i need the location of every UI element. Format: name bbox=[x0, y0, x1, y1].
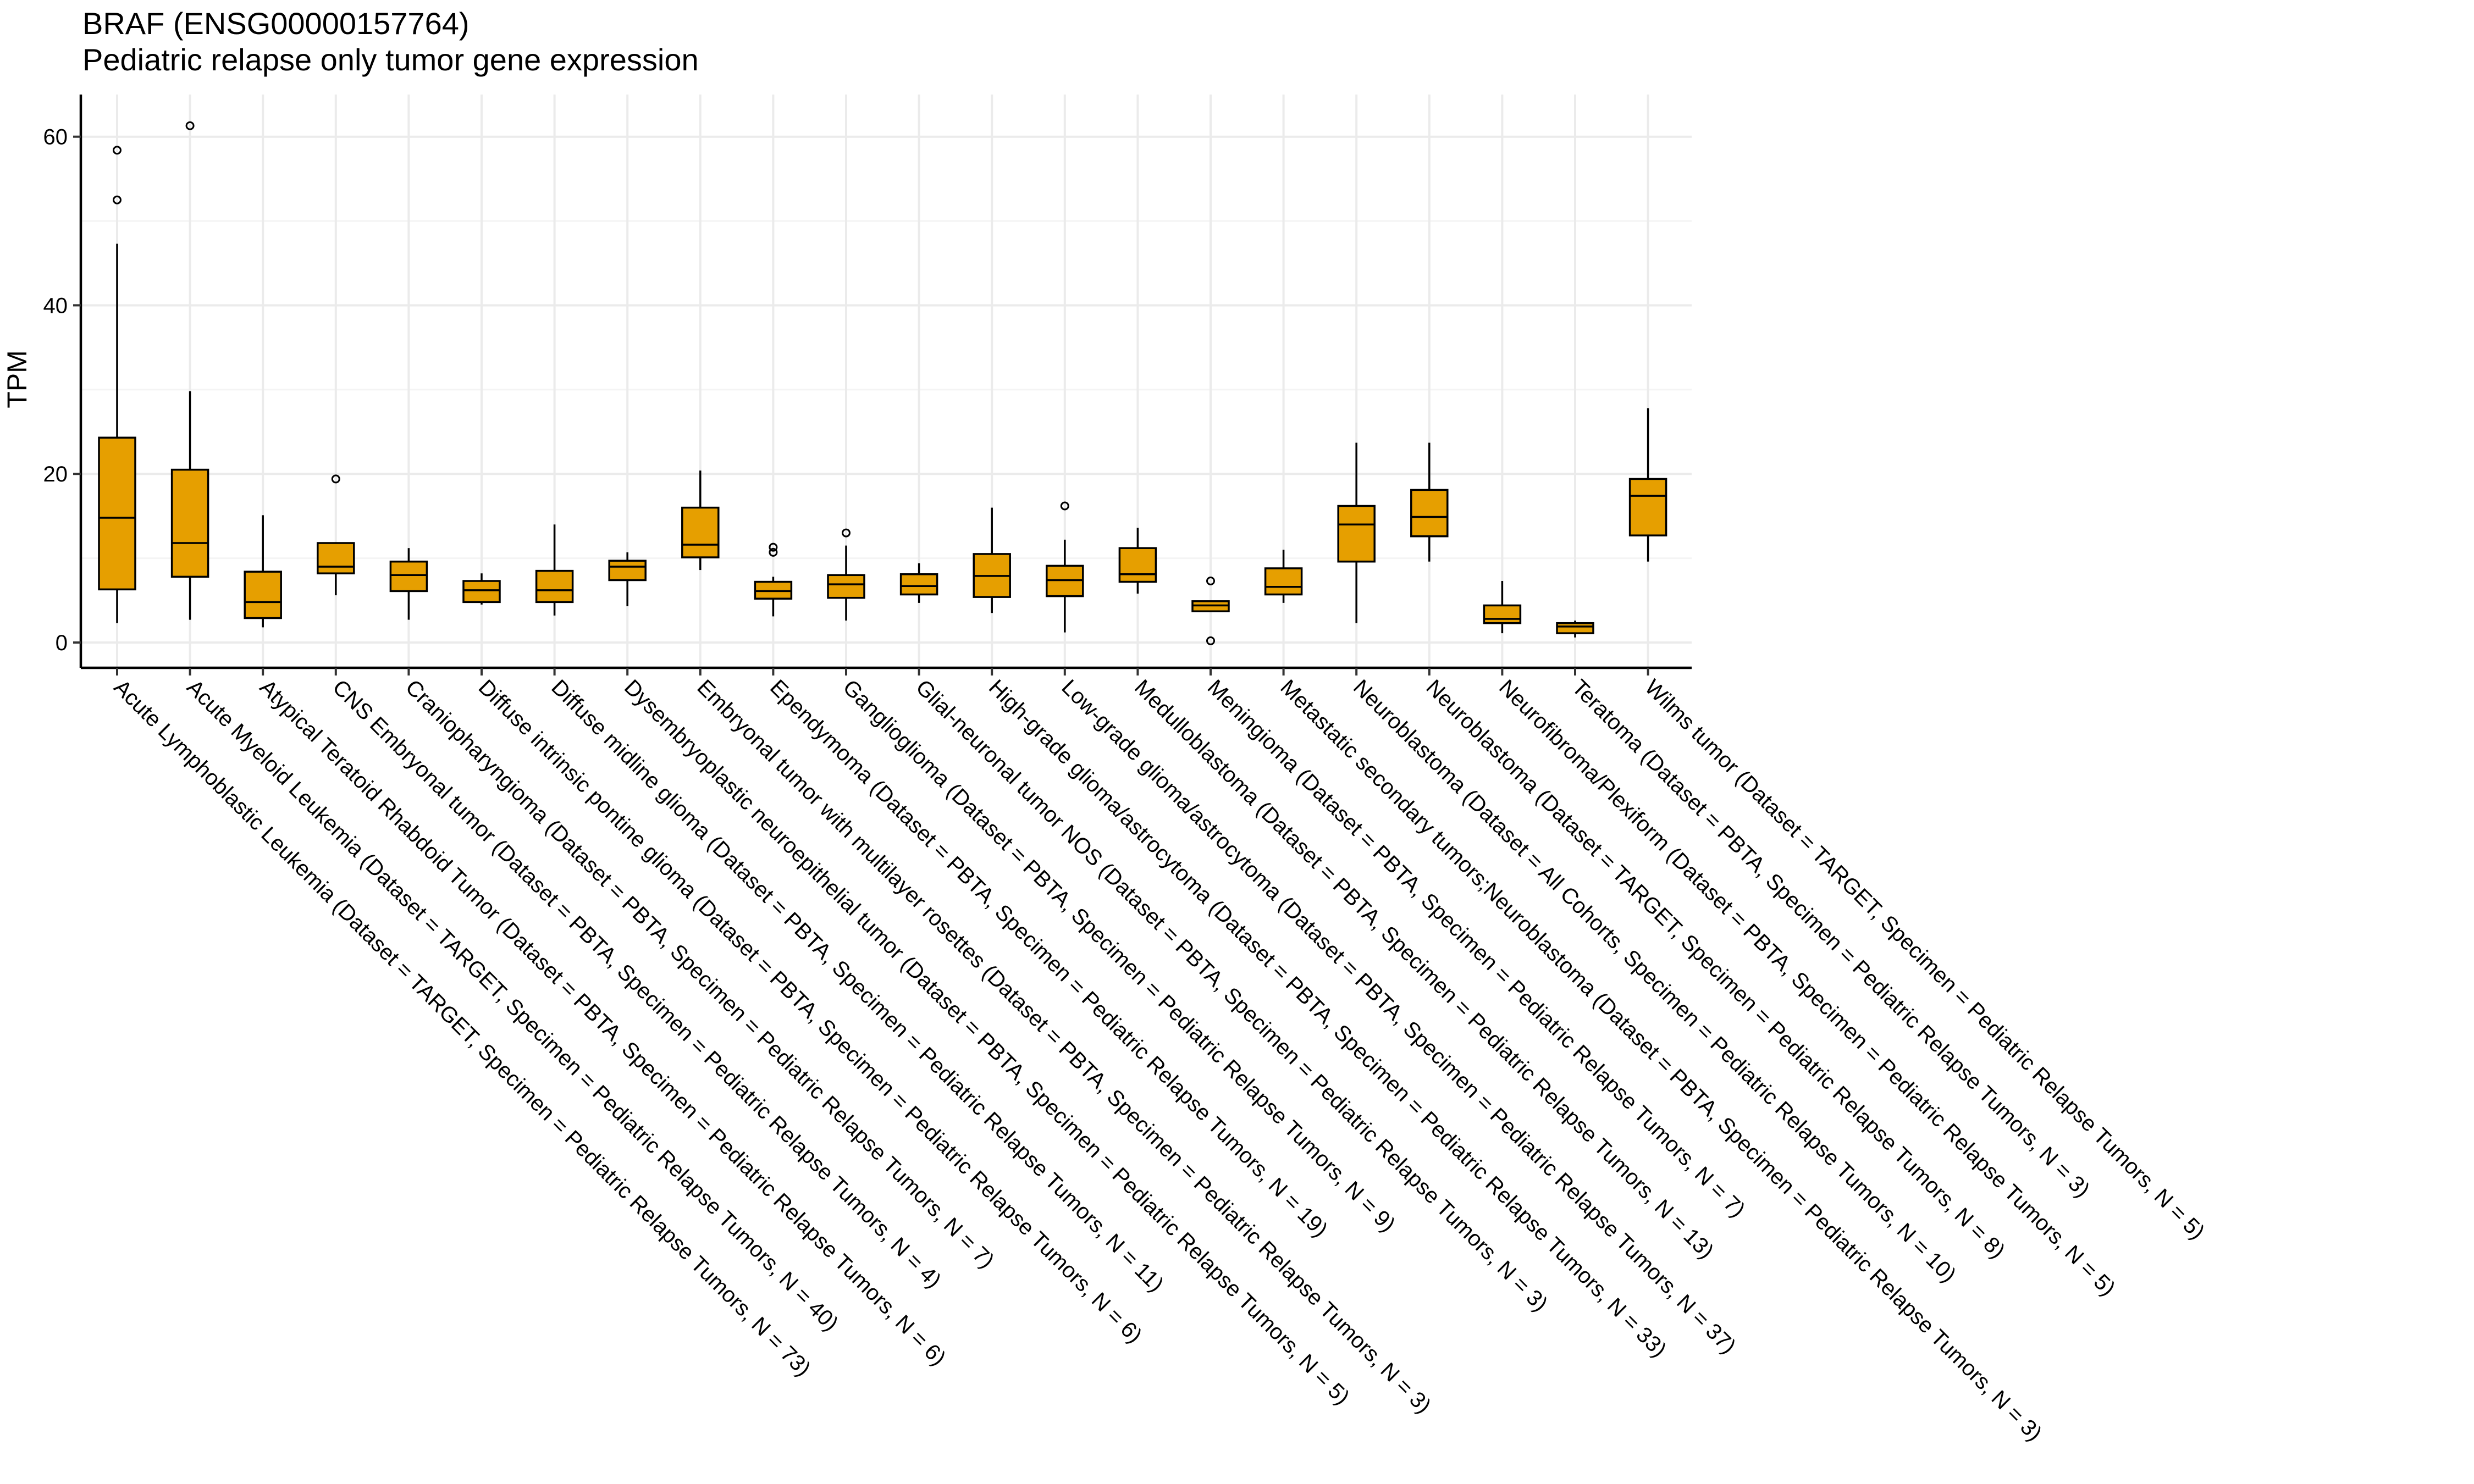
box-iqr bbox=[1118, 547, 1157, 583]
box-group bbox=[389, 548, 428, 620]
box-iqr bbox=[462, 580, 501, 603]
box-iqr bbox=[1264, 567, 1303, 596]
y-tick-label: 0 bbox=[56, 631, 68, 655]
outlier-point bbox=[769, 542, 778, 552]
box-iqr bbox=[608, 560, 647, 582]
chart-subtitle: Pediatric relapse only tumor gene expres… bbox=[82, 42, 699, 77]
box-iqr bbox=[827, 574, 865, 599]
grid-layer bbox=[81, 95, 1692, 668]
box-iqr bbox=[244, 571, 282, 619]
box-group bbox=[754, 542, 793, 617]
outlier-point bbox=[842, 528, 851, 538]
x-tick-label: Wilms tumor (Dataset = TARGET, Specimen … bbox=[1640, 675, 2209, 1244]
x-tick-label: Low-grade glioma/astrocytoma (Dataset = … bbox=[1057, 675, 1740, 1358]
x-tick-label: Metastatic secondary tumors;Neuroblastom… bbox=[1275, 675, 2046, 1446]
y-tick-label: 20 bbox=[43, 462, 68, 486]
box-group bbox=[899, 563, 938, 603]
outlier-point bbox=[113, 146, 122, 155]
box-group bbox=[1191, 577, 1230, 645]
y-axis-label: TPM bbox=[2, 350, 32, 408]
box-iqr bbox=[899, 573, 938, 596]
box-iqr bbox=[1628, 478, 1667, 536]
outlier-point bbox=[1060, 501, 1069, 511]
box-group bbox=[1337, 442, 1376, 623]
box-group bbox=[535, 524, 574, 616]
outlier-point bbox=[331, 474, 340, 484]
box-iqr bbox=[389, 560, 428, 593]
x-tick-label: Atypical Teratoid Rhabdoid Tumor (Datase… bbox=[255, 675, 951, 1370]
box-group bbox=[244, 515, 282, 628]
box-iqr bbox=[317, 542, 355, 574]
box-group bbox=[1410, 442, 1449, 562]
box-group bbox=[462, 573, 501, 605]
chart-title: BRAF (ENSG00000157764) bbox=[82, 6, 470, 41]
box-group bbox=[170, 121, 209, 620]
x-tick-label: Meningioma (Dataset = PBTA, Specimen = P… bbox=[1203, 675, 1750, 1222]
box-group bbox=[681, 470, 720, 571]
box-iqr bbox=[170, 468, 209, 578]
box-iqr bbox=[681, 506, 720, 558]
box-group bbox=[1264, 550, 1303, 603]
box-group bbox=[1628, 408, 1667, 562]
outlier-point bbox=[1206, 636, 1215, 645]
outlier-point bbox=[113, 195, 122, 204]
box-iqr bbox=[1483, 604, 1522, 624]
outlier-point bbox=[185, 121, 195, 130]
x-tick-label: Ganglioglioma (Dataset = PBTA, Specimen … bbox=[838, 675, 1400, 1237]
box-iqr bbox=[98, 436, 136, 591]
box-group bbox=[317, 474, 355, 596]
box-group bbox=[608, 552, 647, 607]
box-group bbox=[827, 528, 865, 621]
box-group bbox=[98, 146, 136, 623]
box-group bbox=[973, 507, 1011, 613]
box-iqr bbox=[1556, 622, 1594, 634]
y-tick-label: 40 bbox=[43, 294, 68, 318]
box-group bbox=[1556, 621, 1594, 638]
x-tick-label: High-grade glioma/astrocytoma (Dataset =… bbox=[984, 675, 1671, 1362]
box-layer bbox=[98, 121, 1667, 645]
outlier-point bbox=[769, 547, 778, 557]
box-iqr bbox=[535, 569, 574, 603]
outlier-point bbox=[1206, 577, 1215, 586]
box-iqr bbox=[1337, 505, 1376, 563]
box-group bbox=[1483, 581, 1522, 634]
box-iqr bbox=[1410, 489, 1449, 538]
box-group bbox=[1118, 528, 1157, 594]
y-tick-label: 60 bbox=[43, 125, 68, 149]
x-tick-label: Ependymoma (Dataset = PBTA, Specimen = P… bbox=[765, 675, 1332, 1242]
box-group bbox=[1046, 501, 1084, 633]
